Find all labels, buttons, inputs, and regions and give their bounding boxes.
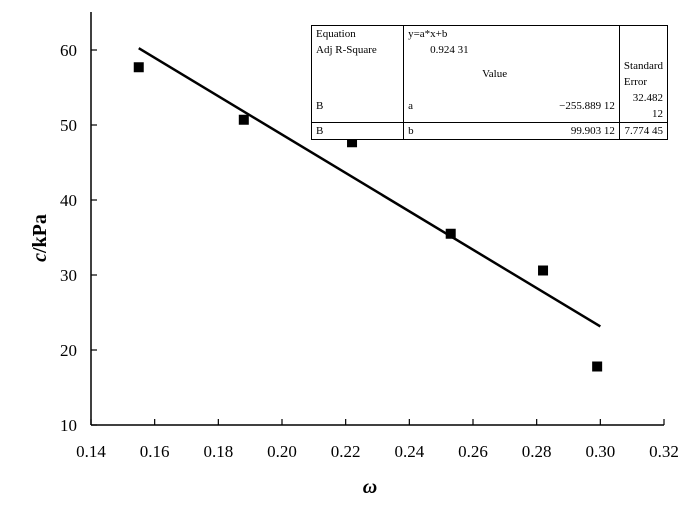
data-point xyxy=(538,265,549,276)
equation-label: Equation xyxy=(311,25,405,42)
param-a: a xyxy=(408,100,413,112)
stderr-header: Standard Error xyxy=(623,60,663,88)
adj-r2-value: 0.924 31 xyxy=(403,42,620,58)
x-tick-label: 0.26 xyxy=(458,442,488,461)
y-tick-label: 10 xyxy=(60,416,77,435)
y-tick-label: 60 xyxy=(60,41,77,60)
data-point xyxy=(238,114,249,125)
y-tick-label: 50 xyxy=(60,116,77,135)
x-tick-label: 0.22 xyxy=(331,442,361,461)
row-b-group: B xyxy=(311,122,405,140)
value-b: 99.903 12 xyxy=(570,125,615,137)
fit-line xyxy=(138,47,601,328)
x-tick-label: 0.24 xyxy=(394,442,424,461)
data-point xyxy=(445,228,456,239)
y-axis-label: c/kPa xyxy=(29,214,51,262)
data-point xyxy=(133,62,144,73)
data-point xyxy=(347,137,358,148)
x-tick-label: 0.14 xyxy=(76,442,106,461)
stderr-b: 7.774 45 xyxy=(619,122,668,140)
x-tick-label: 0.30 xyxy=(585,442,615,461)
value-header: Value xyxy=(403,58,620,90)
data-point xyxy=(592,361,603,372)
fit-results-table: Equation y=a*x+b Adj R-Square 0.924 31 Val… xyxy=(311,25,668,140)
stderr-a: 32.482 12 xyxy=(632,92,663,120)
adj-r2-label: Adj R-Square xyxy=(311,42,405,58)
x-tick-label: 0.32 xyxy=(649,442,679,461)
y-tick-label: 20 xyxy=(60,341,77,360)
x-tick-label: 0.20 xyxy=(267,442,297,461)
y-tick-label: 30 xyxy=(60,266,77,285)
x-tick-label: 0.28 xyxy=(522,442,552,461)
row-a-param: a −255.889 12 xyxy=(403,90,620,123)
y-tick-label: 40 xyxy=(60,191,77,210)
row-a-group: B xyxy=(311,90,405,123)
x-tick-label: 0.16 xyxy=(140,442,170,461)
param-b: b xyxy=(408,125,414,137)
equation-value: y=a*x+b xyxy=(403,25,620,42)
row-b-param: b 99.903 12 xyxy=(403,122,620,140)
x-tick-label: 0.18 xyxy=(203,442,233,461)
value-a: −255.889 12 xyxy=(559,100,615,112)
x-axis-label: ω xyxy=(363,476,377,498)
